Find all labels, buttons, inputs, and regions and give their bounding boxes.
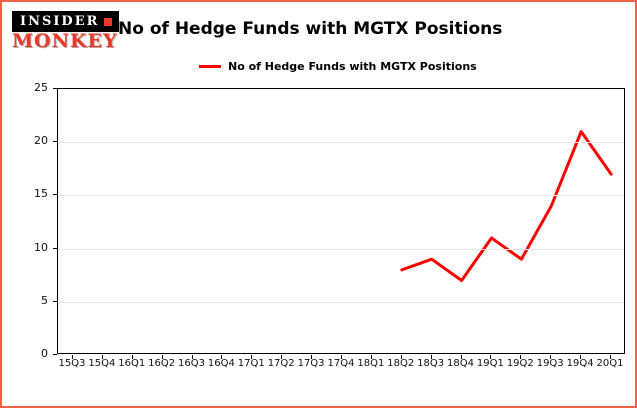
legend-label: No of Hedge Funds with MGTX Positions [228, 60, 477, 73]
series-svg [400, 130, 613, 282]
x-axis-tick-label: 17Q3 [297, 358, 325, 369]
x-axis-tick-label: 17Q4 [327, 358, 355, 369]
y-axis-tick-mark [53, 141, 57, 142]
x-axis-tick-label: 19Q4 [566, 358, 594, 369]
x-axis-tick-mark [580, 355, 581, 359]
x-axis-tick-mark [192, 355, 193, 359]
x-axis-tick-label: 20Q1 [596, 358, 624, 369]
x-axis-tick-label: 18Q1 [357, 358, 385, 369]
gridline [58, 142, 624, 143]
x-axis-tick-mark [490, 355, 491, 359]
x-axis-tick-label: 17Q1 [237, 358, 265, 369]
y-axis-tick-label: 15 [34, 187, 48, 200]
x-axis-tick-mark [72, 355, 73, 359]
y-axis-tick-label: 20 [34, 134, 48, 147]
x-axis-tick-mark [610, 355, 611, 359]
gridline [58, 302, 624, 303]
y-axis-tick-mark [53, 194, 57, 195]
y-axis-tick-label: 0 [41, 347, 48, 360]
x-axis-tick-label: 19Q1 [476, 358, 504, 369]
legend-line-swatch [199, 65, 221, 68]
plot-area [57, 88, 625, 354]
y-axis-tick-mark [53, 354, 57, 355]
x-axis-tick-mark [431, 355, 432, 359]
x-axis-tick-mark [221, 355, 222, 359]
x-axis-tick-mark [371, 355, 372, 359]
x-axis-tick-label: 19Q2 [506, 358, 534, 369]
legend: No of Hedge Funds with MGTX Positions [199, 60, 477, 73]
x-axis-tick-label: 18Q3 [417, 358, 445, 369]
logo-insider-box: INSIDER [12, 11, 120, 32]
x-axis-tick-label: 18Q4 [447, 358, 474, 369]
y-axis-tick-mark [53, 301, 57, 302]
x-axis-tick-mark [461, 355, 462, 359]
x-axis-tick-mark [162, 355, 163, 359]
x-axis-tick-label: 19Q3 [536, 358, 564, 369]
x-axis-tick-label: 16Q2 [148, 358, 176, 369]
gridline [58, 249, 624, 250]
x-axis-tick-mark [281, 355, 282, 359]
insider-monkey-logo: INSIDER MONKEY [12, 10, 120, 52]
x-axis-tick-label: 17Q2 [267, 358, 295, 369]
y-axis-tick-mark [53, 248, 57, 249]
x-axis-tick-label: 16Q4 [207, 358, 235, 369]
x-axis-tick-mark [520, 355, 521, 359]
y-axis-tick-label: 10 [34, 241, 48, 254]
x-axis-tick-mark [251, 355, 252, 359]
y-axis-tick-label: 25 [34, 81, 48, 94]
x-axis-labels: 15Q3 15Q4 16Q1 16Q2 16Q3 16Q4 17Q1 17Q2 17Q3 17Q4… [57, 358, 625, 369]
x-axis-tick-mark [132, 355, 133, 359]
y-axis-tick-mark [53, 88, 57, 89]
x-axis-tick-label: 18Q2 [387, 358, 415, 369]
x-axis-tick-mark [550, 355, 551, 359]
x-axis-tick-mark [311, 355, 312, 359]
y-axis-tick-label: 5 [41, 294, 48, 307]
logo-monkey-text: MONKEY [12, 30, 118, 52]
x-axis-tick-mark [102, 355, 103, 359]
x-axis-tick-label: 15Q3 [58, 358, 86, 369]
x-axis-tick-label: 16Q3 [178, 358, 205, 369]
chart-title: No of Hedge Funds with MGTX Positions [118, 19, 503, 39]
x-axis-tick-mark [401, 355, 402, 359]
gridline [58, 195, 624, 196]
x-axis-tick-label: 15Q4 [88, 358, 116, 369]
logo-red-square-icon [104, 17, 113, 26]
logo-insider-text: INSIDER [20, 14, 100, 29]
x-axis-tick-mark [341, 355, 342, 359]
x-axis-tick-label: 16Q1 [118, 358, 146, 369]
series-line [400, 130, 613, 282]
